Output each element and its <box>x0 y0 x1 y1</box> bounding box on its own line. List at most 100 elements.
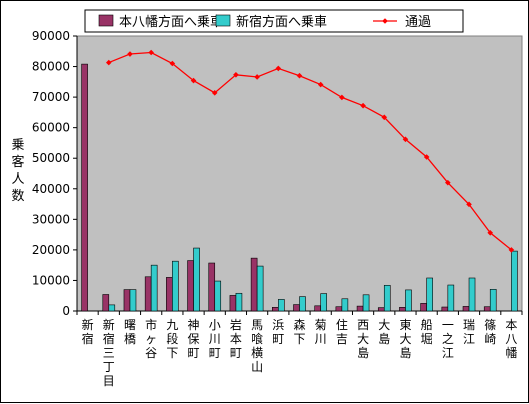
y-tick-label: 60000 <box>32 121 70 135</box>
line-point <box>190 77 197 84</box>
x-tick-label: 神保町 <box>188 318 200 360</box>
bar <box>293 304 300 312</box>
bar <box>468 277 476 312</box>
line-point <box>487 229 494 236</box>
line-point <box>254 74 260 80</box>
bar <box>172 260 179 312</box>
x-tick-label: 東大島 <box>399 318 411 360</box>
x-tick-label: 新宿 <box>82 317 94 346</box>
line-point <box>105 59 112 66</box>
x-tick-label: 住吉 <box>336 318 348 346</box>
x-tick-label: 市ヶ谷 <box>145 317 157 360</box>
bar <box>187 260 194 312</box>
y-axis-label: 乗客人数 <box>11 138 24 204</box>
bar <box>341 298 349 312</box>
line-point <box>508 247 515 253</box>
bar <box>399 307 406 312</box>
y-tick-label: 50000 <box>32 151 70 165</box>
line-point <box>360 102 366 109</box>
bar <box>272 307 279 312</box>
x-tick-label: 瑞江 <box>463 318 475 346</box>
x-tick-label: 森下 <box>293 317 305 346</box>
x-tick-label: 大島 <box>378 318 390 346</box>
line-point <box>317 81 324 88</box>
bar <box>129 289 137 312</box>
x-tick-label: 九段下 <box>166 318 178 360</box>
x-tick-label: 船堀 <box>421 318 433 346</box>
bar <box>462 306 470 312</box>
bar <box>278 299 285 312</box>
x-tick-label: 馬喰横山 <box>251 318 263 374</box>
bar <box>144 276 152 312</box>
legend-label: 通過 <box>405 15 431 30</box>
bar <box>108 304 116 312</box>
y-tick-label: 40000 <box>32 182 70 196</box>
x-tick-label: 小川町 <box>209 318 221 360</box>
x-tick-label: 一之江 <box>442 318 454 360</box>
bar <box>483 306 491 312</box>
bar <box>193 247 200 312</box>
legend-label: 本八幡方面へ乗車 <box>119 14 223 30</box>
bar <box>335 306 343 312</box>
bar <box>420 303 427 312</box>
bar <box>320 293 327 312</box>
legend-marker <box>382 18 388 24</box>
bar <box>208 262 216 312</box>
y-tick-label: 0 <box>62 304 70 318</box>
line-series <box>105 49 515 253</box>
line-point <box>381 114 388 121</box>
bar <box>314 305 321 312</box>
y-axis-title: 乗客人数 <box>11 138 24 204</box>
line-point <box>402 136 409 143</box>
line-path <box>108 51 512 251</box>
bar <box>150 264 158 312</box>
legend-swatch <box>98 14 114 27</box>
legend-box <box>84 9 464 33</box>
bar <box>511 250 518 312</box>
x-tick-label: 菊川 <box>315 318 327 346</box>
line-point <box>233 72 239 78</box>
line-point <box>296 72 303 79</box>
x-tick-label: 岩本町 <box>230 317 242 360</box>
bar <box>405 289 412 312</box>
bar <box>441 306 449 312</box>
bar <box>256 265 264 312</box>
bar <box>229 295 237 312</box>
legend-swatch <box>215 14 231 27</box>
x-tick-label: 浜町 <box>272 318 284 346</box>
bar <box>235 292 243 312</box>
line-point <box>275 65 282 72</box>
bar <box>383 285 391 312</box>
bars <box>81 63 518 312</box>
x-tick-label: 曙橋 <box>124 318 136 346</box>
line-point <box>211 90 218 96</box>
y-tick-label: 90000 <box>32 29 70 43</box>
axes: 0 10000 20000 30000 40000 50000 60000 70000 8000… <box>32 29 523 388</box>
bar <box>81 63 88 312</box>
line-point <box>127 51 133 57</box>
bar <box>102 294 110 312</box>
legend: 本八幡方面へ乗車 新宿方面へ乗車 通過 <box>84 9 464 33</box>
line-point <box>423 154 430 160</box>
line-point <box>148 49 154 56</box>
y-tick-label: 30000 <box>32 212 70 226</box>
bar <box>299 296 306 312</box>
legend-label: 新宿方面へ乗車 <box>236 14 327 30</box>
bar <box>166 277 173 312</box>
line-point <box>445 179 451 186</box>
line-point <box>466 201 472 208</box>
x-tick-label: 西大島 <box>357 318 369 360</box>
y-tick-label: 80000 <box>32 60 70 74</box>
bar <box>489 289 497 312</box>
bar <box>447 284 455 312</box>
bar <box>123 289 131 312</box>
line-point <box>169 60 176 67</box>
bar <box>377 307 385 312</box>
bar <box>250 257 258 312</box>
bar <box>356 305 364 312</box>
bar <box>214 280 222 312</box>
y-tick-label: 70000 <box>32 90 70 104</box>
bar <box>426 277 433 312</box>
